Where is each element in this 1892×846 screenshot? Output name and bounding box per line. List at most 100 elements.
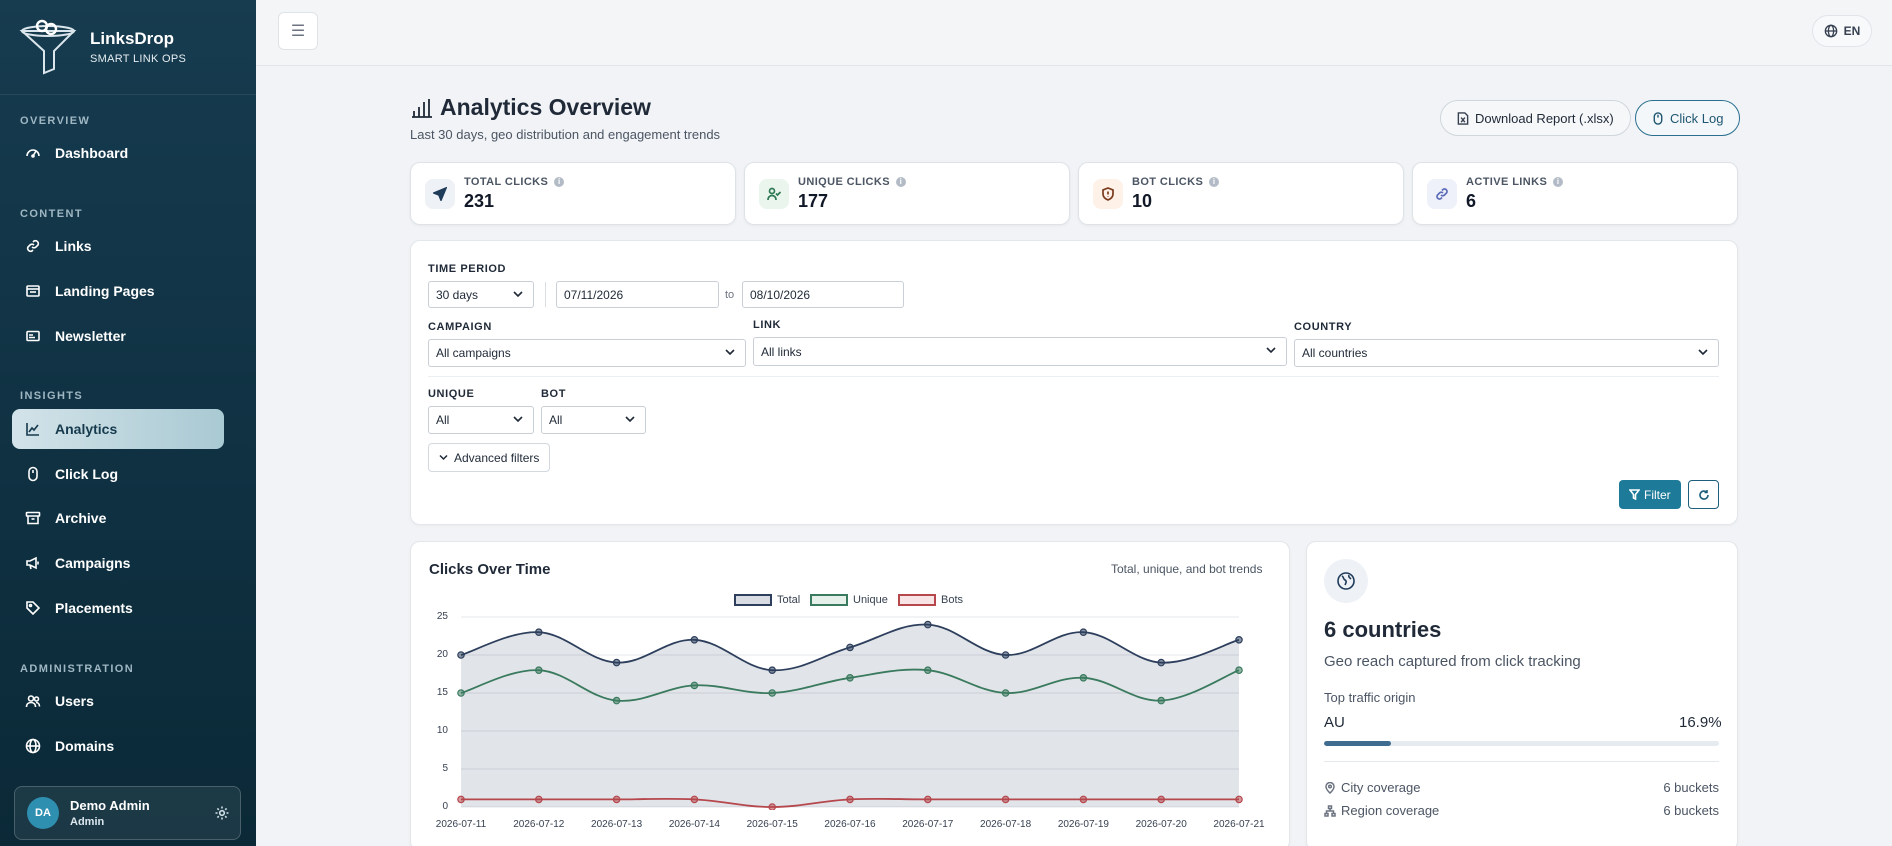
date-from-input[interactable]: 07/11/2026 [556,281,719,308]
sidebar-item-label: Domains [55,738,115,754]
user-card[interactable]: DA Demo Admin Admin [14,786,241,840]
sidebar-item-label: Click Log [55,466,119,482]
filter-button[interactable]: Filter [1619,480,1681,509]
sidebar-item-campaigns[interactable]: Campaigns [12,543,224,583]
filter-panel [410,240,1738,525]
data-point-total[interactable] [1001,651,1010,659]
stat-icon-wrap [1093,178,1123,209]
y-tick-label: 25 [436,611,448,622]
country-select[interactable]: All countries [1294,339,1719,367]
sidebar-item-domains[interactable]: Domains [12,726,224,766]
sidebar-item-dashboard[interactable]: Dashboard [12,133,224,173]
section-label-overview: OVERVIEW [20,115,91,127]
link-icon [1436,187,1448,200]
click-log-button[interactable]: Click Log [1635,100,1741,136]
data-point-bots[interactable] [1001,795,1010,804]
gear-icon[interactable] [214,805,230,821]
geo-country-count: 6 countries [1324,617,1442,642]
date-to-input[interactable]: 08/10/2026 [742,281,904,308]
data-point-total[interactable] [768,666,777,675]
data-point-total[interactable] [846,643,854,652]
data-point-bots[interactable] [1157,795,1166,804]
legend-swatch [810,594,848,606]
data-point-bots[interactable] [690,795,699,804]
y-tick-label: 0 [442,801,448,812]
data-point-bots[interactable] [612,795,621,804]
data-point-bots[interactable] [768,803,776,810]
sidebar-item-analytics[interactable]: Analytics [12,409,224,449]
brand[interactable]: LinksDrop SMART LINK OPS [0,0,256,95]
sidebar-item-landing-pages[interactable]: Landing Pages [12,271,224,311]
data-point-total[interactable] [1157,658,1166,667]
data-point-unique[interactable] [923,666,932,675]
download-report-button[interactable]: Download Report (.xlsx) [1440,100,1631,136]
advanced-filters-button[interactable]: Advanced filters [428,443,551,472]
data-point-total[interactable] [1079,628,1088,637]
sidebar-item-label: Users [55,693,94,709]
data-point-bots[interactable] [846,795,854,804]
data-point-bots[interactable] [1079,795,1088,804]
menu-toggle-button[interactable]: ☰ [278,12,318,50]
user-name: Demo Admin [70,798,150,813]
brand-name: LinksDrop [90,29,175,48]
reset-button[interactable] [1688,480,1719,509]
legend-swatch [734,594,772,606]
unique-select[interactable]: All [428,406,534,434]
data-point-total[interactable] [535,628,543,637]
data-point-bots[interactable] [457,795,465,804]
stat-card-total-clicks: TOTAL CLICKS i 231 [410,162,736,225]
top-origin-percent: 16.9% [1679,714,1722,731]
legend-item-unique[interactable]: Unique [810,594,888,606]
language-button[interactable]: EN [1812,15,1872,47]
data-point-total[interactable] [457,651,465,659]
divider [1324,761,1719,762]
legend-item-total[interactable]: Total [734,594,800,606]
sidebar-item-newsletter[interactable]: Newsletter [12,316,224,356]
link-select[interactable]: All links [753,337,1287,366]
data-point-unique[interactable] [768,689,777,697]
data-point-bots[interactable] [1235,795,1243,804]
campaign-select[interactable]: All campaigns [428,339,746,367]
chart-subtitle: Total, unique, and bot trends [1111,562,1263,576]
info-icon[interactable]: i [1209,176,1220,187]
city-coverage-value: 6 buckets [1663,780,1719,795]
sidebar-item-label: Landing Pages [55,283,155,299]
data-point-total[interactable] [612,658,621,667]
period-select[interactable]: 30 days [428,281,534,308]
bot-select[interactable]: All [541,406,646,434]
info-icon[interactable]: i [1553,176,1564,187]
y-tick-label: 15 [436,687,448,698]
navigation-arrow-icon [433,186,447,201]
data-point-unique[interactable] [690,681,699,690]
stat-label: UNIQUE CLICKS i [798,176,906,188]
data-point-unique[interactable] [1157,696,1166,705]
data-point-total[interactable] [690,635,699,644]
stat-card-bot-clicks: BOT CLICKS i 10 [1078,162,1404,225]
y-tick-label: 20 [436,649,448,660]
data-point-unique[interactable] [1001,689,1010,697]
data-point-unique[interactable] [535,666,543,675]
tag-icon [26,601,41,616]
sidebar-item-placements[interactable]: Placements [12,588,224,628]
info-icon[interactable]: i [895,176,906,187]
info-icon[interactable]: i [554,176,565,187]
sidebar-item-links[interactable]: Links [12,226,224,266]
data-point-bots[interactable] [535,795,543,804]
sidebar-item-click-log[interactable]: Click Log [12,454,224,494]
city-coverage-row: City coverage [1324,780,1420,795]
divider [545,282,546,307]
data-point-total[interactable] [1235,635,1243,644]
data-point-unique[interactable] [846,674,854,682]
data-point-unique[interactable] [1079,674,1088,682]
sidebar-item-users[interactable]: Users [12,681,224,721]
sidebar-item-archive[interactable]: Archive [12,498,224,538]
legend-item-bots[interactable]: Bots [898,594,963,606]
data-point-bots[interactable] [923,795,932,804]
data-point-unique[interactable] [1235,666,1243,675]
funnel-icon [1629,489,1640,500]
data-point-total[interactable] [923,620,932,629]
stat-label: TOTAL CLICKS i [464,176,565,188]
data-point-unique[interactable] [457,689,465,697]
data-point-unique[interactable] [612,696,621,705]
x-tick-label: 2026-07-15 [746,819,798,830]
